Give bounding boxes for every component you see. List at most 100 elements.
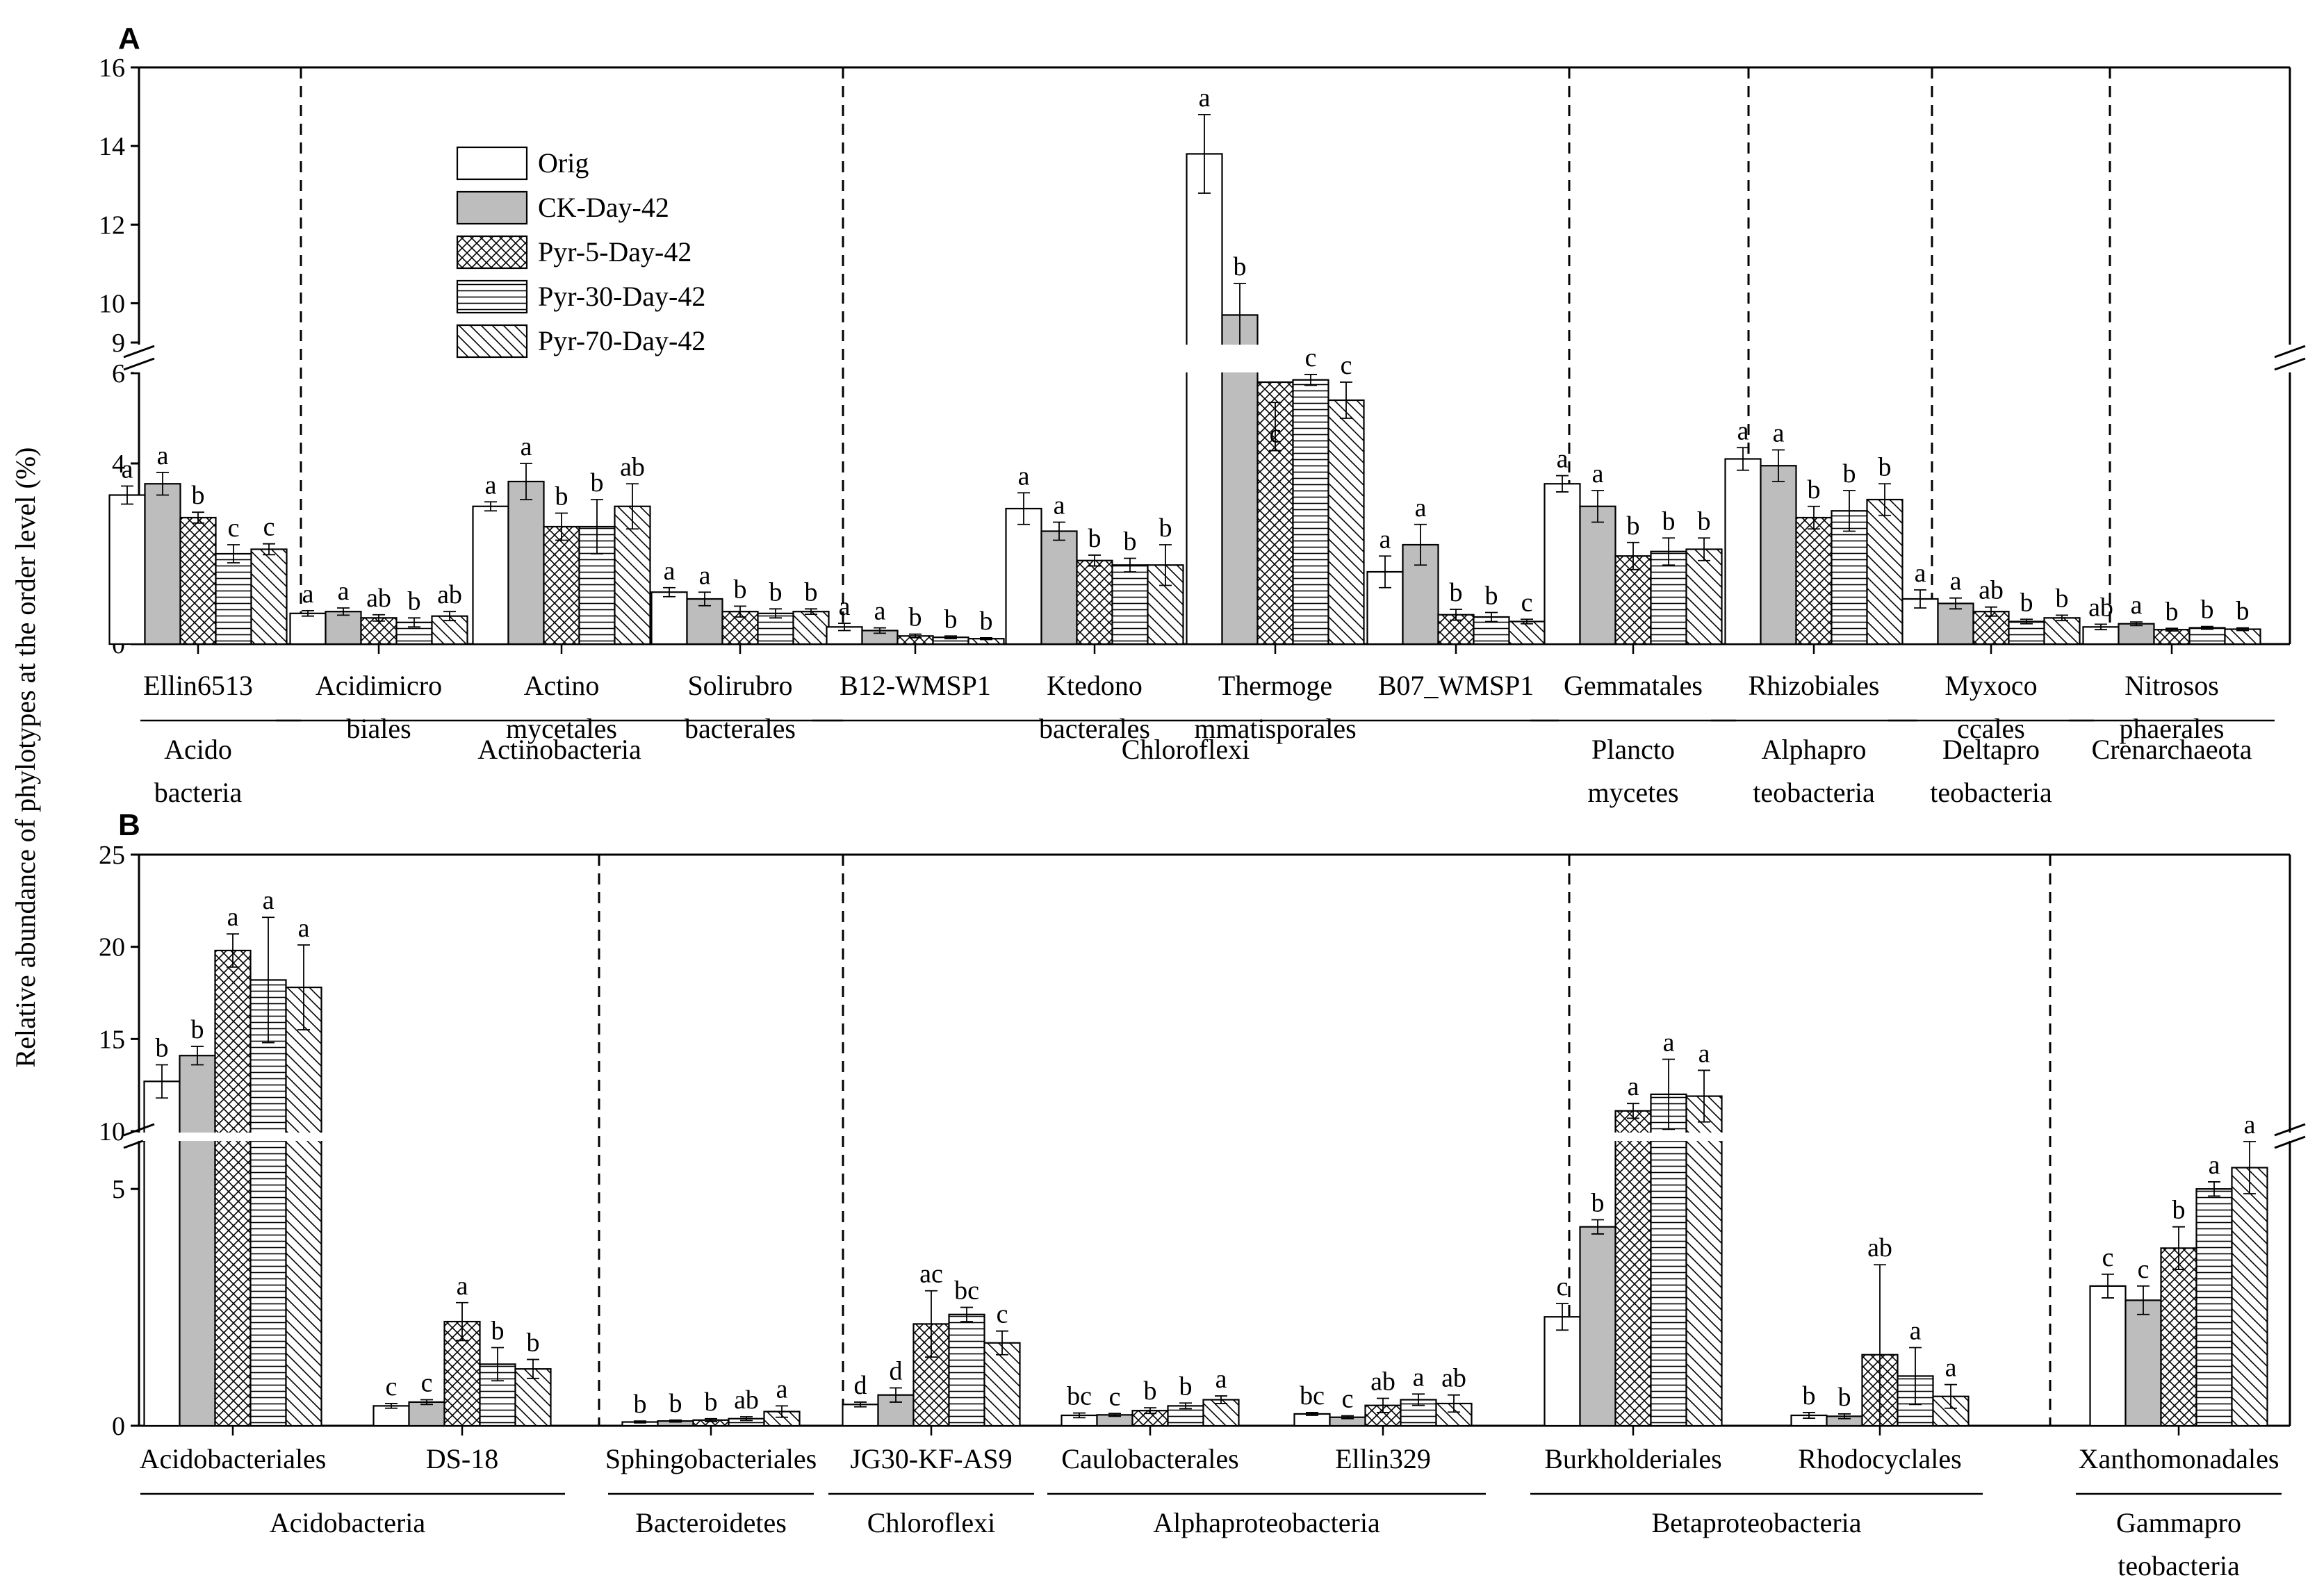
panel-b-y-tick-label: 15 (99, 1025, 125, 1054)
bar (1650, 1093, 1687, 1427)
bar (2188, 627, 2226, 645)
significance-letter: b (1450, 578, 1463, 607)
panel-a-category-b07-wmsp1: aab b c (1366, 493, 1546, 645)
panel-a-y-tick-label: 16 (99, 54, 125, 83)
significance-letter: b (1179, 1372, 1193, 1401)
panel-b-category-label: JG30-KF-AS9 (850, 1443, 1012, 1474)
bar (507, 480, 545, 645)
bar (179, 1055, 216, 1427)
legend-label: Pyr-30-Day-42 (538, 281, 705, 312)
panel-b-category-label: Acidobacteriales (140, 1443, 327, 1474)
panel-b-group-label-betaproteobacteria: Betaproteobacteria (1651, 1507, 1861, 1538)
bar (215, 552, 252, 645)
significance-letter: a (1018, 461, 1030, 491)
panel-a-category-label: Ktedono (1047, 670, 1143, 701)
significance-letter: b (1662, 507, 1676, 536)
significance-letter: b (1088, 524, 1102, 553)
significance-letter: a (338, 577, 350, 606)
panel-a-category-label: Myxoco (1945, 670, 2037, 701)
bar (1685, 548, 1723, 645)
panel-b-y-tick-label: 5 (112, 1175, 125, 1204)
bar (360, 617, 398, 645)
significance-letter: b (805, 577, 818, 607)
bar (289, 612, 327, 645)
panel-b-category-label: Xanthomonadales (2079, 1443, 2279, 1474)
bar (214, 949, 252, 1427)
bar (2153, 629, 2191, 645)
bar (2224, 628, 2261, 645)
panel-a-category-gemmatales: aab b b (1544, 445, 1723, 645)
significance-letter: b (555, 482, 568, 511)
significance-letter: a (263, 886, 275, 915)
significance-letter: c (1342, 1385, 1354, 1414)
panel-b-bar-break-gap (142, 1133, 181, 1141)
panel-a-bar-break-gap (1185, 345, 1224, 372)
significance-letter: a (302, 579, 314, 609)
panel-a-chart: 0246910121416aabccEllin6513aaabbabAcidim… (99, 54, 2306, 808)
significance-letter: a (122, 455, 133, 484)
panel-b-category-caulobacterales: bc c b b a (1061, 1365, 1240, 1427)
bar (1831, 510, 1868, 645)
significance-letter: a (2244, 1110, 2256, 1140)
significance-letter: b (527, 1328, 540, 1358)
bar (1292, 379, 1329, 645)
significance-letter: ab (1979, 576, 2004, 605)
significance-letter: a (1663, 1028, 1675, 1058)
significance-letter: b (1838, 1383, 1851, 1412)
panel-b-bar-break-gap (213, 1133, 252, 1141)
bar (2195, 1188, 2233, 1427)
panel-b-category-ellin329: bc cab a ab (1293, 1363, 1473, 1427)
significance-letter: c (2138, 1255, 2150, 1284)
panel-a-category-rhizobiales: a abb b (1724, 416, 1903, 645)
panel-b-axis-break-mark (2274, 1123, 2306, 1137)
significance-letter: b (408, 586, 421, 616)
significance-letter: a (1199, 83, 1211, 113)
panel-a-axis-break-mark (123, 357, 155, 371)
legend-swatch (456, 146, 528, 181)
significance-letter: c (1557, 1272, 1569, 1301)
significance-letter: c (1521, 588, 1533, 617)
significance-letter: a (1950, 567, 1962, 596)
panel-b-group-label-bacteroidetes: Bacteroidetes (635, 1507, 787, 1538)
panel-a-category-label: Solirubro (687, 670, 792, 701)
significance-letter: b (2236, 597, 2250, 626)
legend-label: Orig (538, 147, 589, 179)
significance-letter: a (874, 597, 886, 626)
significance-letter: b (634, 1390, 647, 1419)
panel-b-bar-break-gap (1685, 1133, 1724, 1141)
significance-letter: bc (1067, 1382, 1092, 1411)
panel-a-y-tick-label: 10 (99, 289, 125, 318)
panel-b-group-label-chloroflexi: Chloroflexi (867, 1507, 995, 1538)
significance-letter: b (2020, 588, 2033, 617)
significance-letter: bc (1300, 1381, 1325, 1410)
panel-a-category-acidimicrobiales: a a ab b ab (289, 577, 468, 645)
panel-a-bar-break-gap (1220, 345, 1259, 372)
significance-letter: ab (366, 584, 391, 613)
bar (1685, 1095, 1723, 1427)
significance-letter: a (1698, 1039, 1710, 1068)
significance-letter: a (699, 561, 711, 590)
bar (2118, 623, 2155, 645)
significance-letter: a (1415, 493, 1427, 523)
panel-a-category-label: Acidimicro (316, 670, 442, 701)
panel-a-category-actinomycetales: aab bab (472, 432, 651, 645)
significance-letter: b (1843, 459, 1856, 488)
bar (408, 1401, 445, 1427)
bar (179, 516, 217, 645)
significance-letter: bc (954, 1276, 979, 1306)
significance-letter: c (228, 513, 240, 543)
bar (1866, 498, 1903, 645)
bar (1186, 153, 1223, 645)
panel-b-y-tick-label: 20 (99, 933, 125, 962)
significance-letter: b (705, 1388, 718, 1417)
bar (1614, 555, 1652, 645)
legend-swatch (456, 190, 528, 225)
significance-letter: c (1305, 343, 1317, 372)
panel-b-category-label: Ellin329 (1335, 1443, 1431, 1474)
panel-a-axis-break-gap-right (2285, 345, 2295, 372)
panel-a-category-myxococcales: a a ab b b (1901, 559, 2081, 645)
legend-label: Pyr-70-Day-42 (538, 325, 705, 356)
panel-a-group-label-crenarchaeota: Crenarchaeota (2092, 734, 2252, 765)
bar (842, 1404, 879, 1427)
